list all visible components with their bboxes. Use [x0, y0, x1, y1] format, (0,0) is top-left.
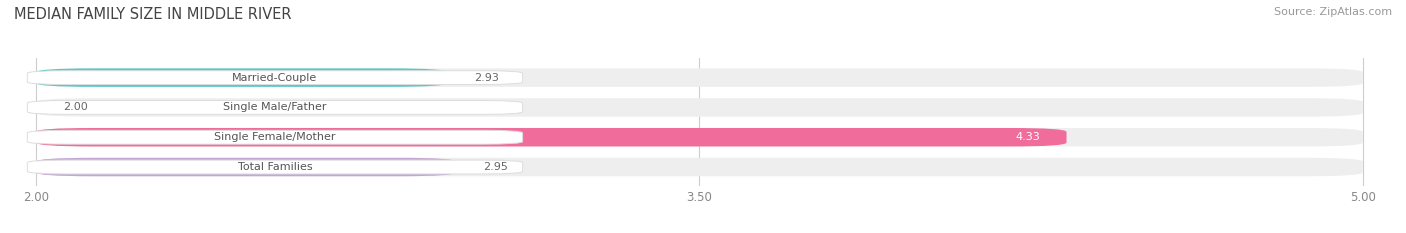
Text: Total Families: Total Families	[238, 162, 312, 172]
Text: 2.93: 2.93	[474, 73, 499, 83]
Text: Source: ZipAtlas.com: Source: ZipAtlas.com	[1274, 7, 1392, 17]
FancyBboxPatch shape	[27, 71, 523, 85]
FancyBboxPatch shape	[37, 158, 1362, 176]
FancyBboxPatch shape	[37, 98, 1362, 117]
FancyBboxPatch shape	[37, 68, 447, 87]
Text: Single Female/Mother: Single Female/Mother	[214, 132, 336, 142]
FancyBboxPatch shape	[27, 130, 523, 144]
FancyBboxPatch shape	[37, 68, 1362, 87]
Text: Married-Couple: Married-Couple	[232, 73, 318, 83]
FancyBboxPatch shape	[37, 128, 1067, 147]
FancyBboxPatch shape	[37, 158, 457, 176]
FancyBboxPatch shape	[27, 160, 523, 174]
Text: MEDIAN FAMILY SIZE IN MIDDLE RIVER: MEDIAN FAMILY SIZE IN MIDDLE RIVER	[14, 7, 291, 22]
FancyBboxPatch shape	[27, 100, 523, 114]
Text: 2.00: 2.00	[63, 103, 87, 113]
Text: 4.33: 4.33	[1015, 132, 1040, 142]
Text: 2.95: 2.95	[482, 162, 508, 172]
Text: Single Male/Father: Single Male/Father	[224, 103, 326, 113]
FancyBboxPatch shape	[37, 128, 1362, 147]
